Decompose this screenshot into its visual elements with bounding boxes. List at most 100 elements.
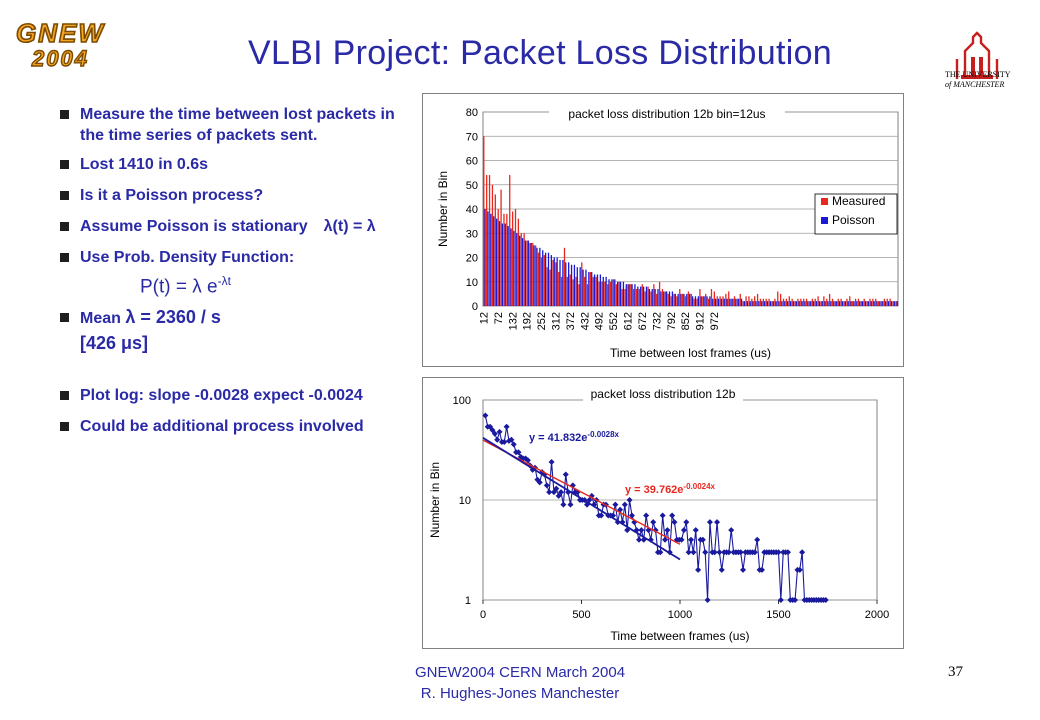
poisson-bar	[519, 235, 521, 306]
data-point	[510, 441, 517, 448]
poisson-bar	[873, 301, 875, 306]
data-point	[543, 482, 550, 489]
data-point	[678, 536, 685, 543]
poisson-bar	[882, 301, 884, 306]
data-point	[775, 549, 782, 556]
poisson-bar	[876, 301, 878, 306]
measured-bar	[849, 296, 851, 306]
legend-swatch	[821, 217, 828, 224]
measured-bar	[843, 301, 845, 306]
measured-bar	[852, 301, 854, 306]
bullet-square-icon	[60, 160, 69, 169]
measured-bar	[759, 298, 762, 306]
measured-bar	[494, 194, 496, 306]
poisson-bar	[804, 301, 806, 306]
data-point	[524, 457, 531, 464]
measured-bar	[713, 291, 715, 306]
measured-bar	[575, 276, 577, 306]
measured-bar	[687, 291, 690, 306]
y-tick-label: 100	[453, 395, 471, 407]
poisson-bar	[651, 289, 653, 306]
y-tick-label: 0	[472, 301, 478, 313]
measured-bar	[808, 301, 811, 306]
data-point	[714, 519, 721, 526]
data-point	[506, 437, 513, 444]
poisson-bar	[596, 274, 599, 306]
poisson-bar	[513, 230, 515, 306]
poisson-bar	[732, 298, 734, 306]
measured-bar	[860, 301, 862, 306]
data-point	[586, 497, 593, 503]
poisson-bar	[746, 301, 748, 306]
measured-bar	[621, 289, 623, 306]
fit-equation-blue-exponent: -0.0028x	[587, 430, 619, 439]
poisson-bar	[694, 296, 697, 306]
data-point	[657, 549, 664, 556]
poisson-bar	[495, 218, 498, 306]
measured-bar	[681, 293, 684, 306]
poisson-bar	[827, 301, 829, 306]
data-point	[546, 489, 553, 496]
data-point	[728, 527, 735, 534]
data-point	[631, 519, 638, 526]
chart-title-bg	[583, 386, 743, 402]
bullet-square-icon	[60, 191, 69, 200]
poisson-bar	[689, 293, 691, 306]
poisson-bar	[498, 221, 501, 306]
measured-bar	[584, 276, 586, 306]
data-point	[758, 566, 765, 573]
data-point	[796, 566, 803, 573]
x-axis-label: Time between lost frames (us)	[610, 346, 771, 360]
poisson-bar	[588, 272, 590, 306]
poisson-bar	[893, 301, 895, 306]
measured-bar	[618, 281, 620, 306]
poisson-bar	[723, 298, 725, 306]
measured-bar	[491, 184, 494, 306]
measured-bar	[638, 289, 641, 306]
poisson-bar	[611, 279, 613, 306]
x-tick-label: 612	[623, 312, 635, 330]
poisson-bar	[885, 301, 887, 306]
measured-bar	[673, 293, 675, 306]
measured-bar	[670, 296, 672, 306]
poisson-bar	[798, 301, 800, 306]
poisson-bar	[550, 255, 553, 306]
poisson-bar	[755, 301, 757, 306]
data-point	[690, 549, 697, 556]
x-tick-label: 372	[565, 312, 577, 330]
y-tick-label: 10	[466, 277, 478, 289]
poisson-bar	[504, 223, 506, 306]
poisson-bar	[801, 301, 803, 306]
poisson-bar	[720, 298, 723, 306]
poisson-bar	[510, 228, 512, 306]
measured-bar	[823, 296, 825, 306]
x-tick-label: 432	[579, 312, 591, 330]
measured-bar	[768, 298, 770, 306]
x-tick-label: 252	[536, 312, 548, 330]
poisson-bar	[527, 240, 529, 306]
poisson-bar	[864, 301, 867, 306]
measured-bar	[690, 293, 692, 306]
measured-bar	[641, 284, 643, 306]
data-point	[792, 597, 799, 603]
measured-bar	[520, 233, 522, 306]
poisson-bar	[879, 301, 881, 306]
measured-bar	[526, 240, 528, 306]
measured-bar	[742, 301, 744, 306]
poisson-bar	[712, 298, 714, 306]
bullet-square-icon	[60, 422, 69, 432]
measured-bar	[514, 209, 517, 306]
logo-text-gnew: GNEW	[16, 18, 105, 48]
bullet-item: Measure the time between lost packets in…	[60, 104, 400, 146]
poisson-bar	[792, 301, 795, 306]
mean-lambda-value: λ = 2360 / s	[125, 307, 221, 328]
poisson-bar	[686, 293, 688, 306]
poisson-bar	[602, 276, 604, 306]
measured-bar	[630, 284, 632, 306]
measured-bar	[609, 281, 612, 306]
bullet-square-icon	[60, 313, 69, 323]
bullet-text: Measure the time between lost packets in…	[80, 106, 395, 144]
university-crest-icon	[955, 31, 999, 79]
poisson-bar	[501, 223, 504, 306]
